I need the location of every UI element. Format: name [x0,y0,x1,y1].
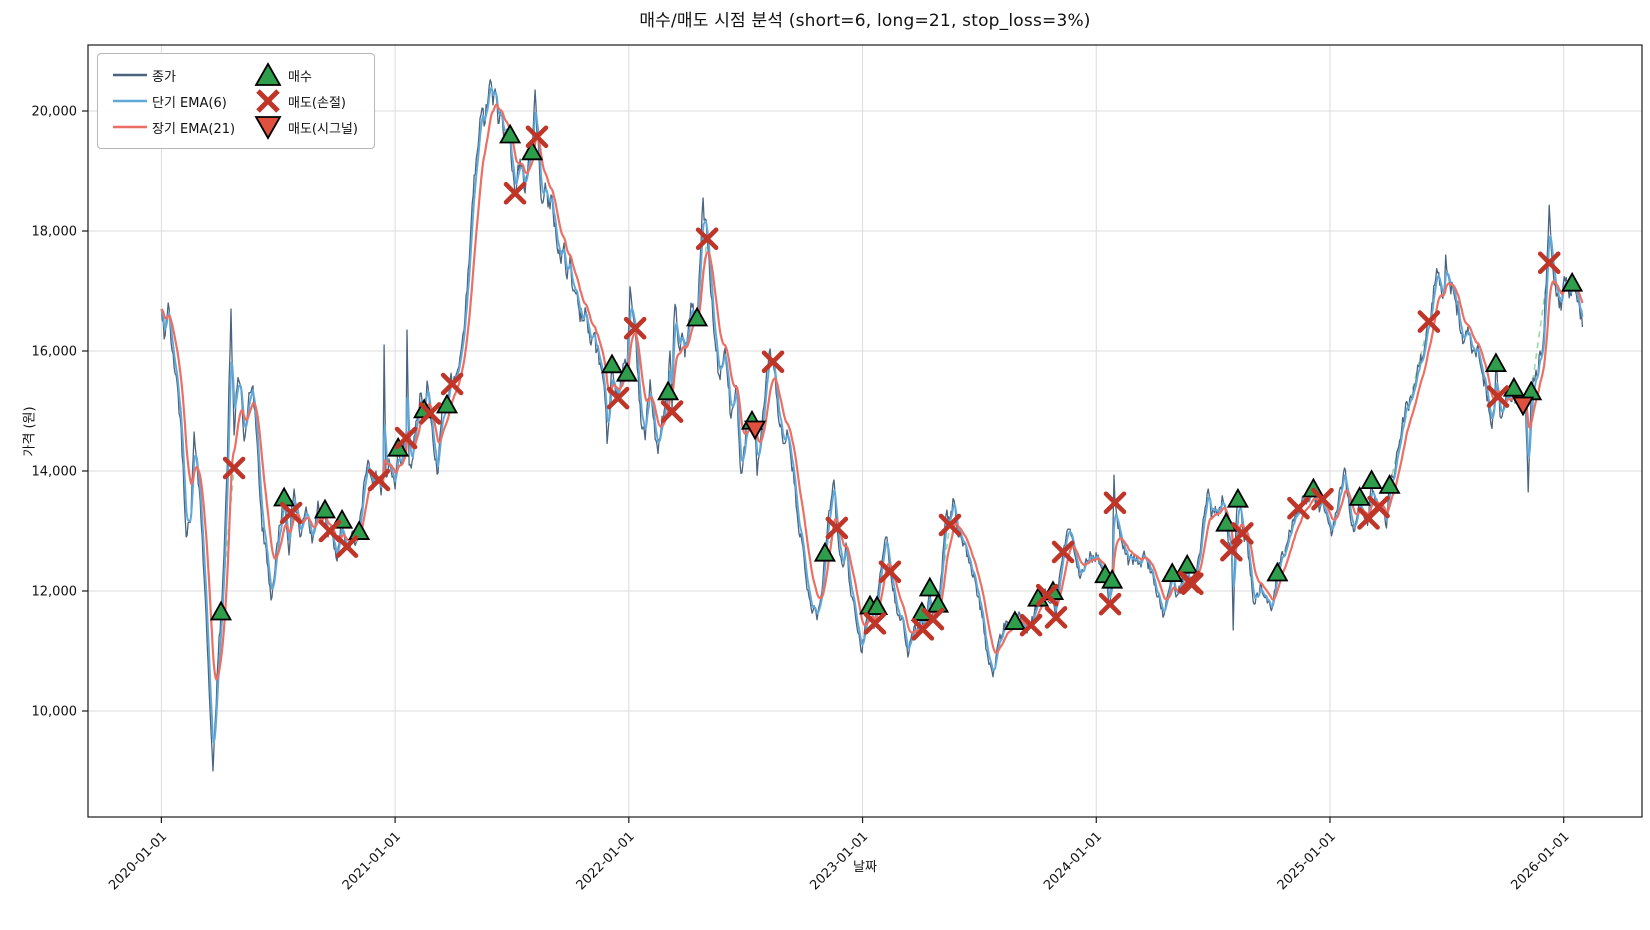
buy-marker [1101,568,1124,589]
legend-label-sell-signal: 매도(시그널) [288,121,358,137]
sell-stop-marker [921,607,945,631]
legend-label-ema-long: 장기 EMA(21) [152,121,236,137]
buy-marker [918,576,941,597]
sell-stop-marker [938,513,962,537]
sell-stop-marker [1417,310,1441,333]
y-tick-label: 20,000 [32,104,78,119]
y-tick-label: 10,000 [32,704,78,719]
sell-stop-marker [394,426,418,450]
sell-signal-marker [1512,396,1535,417]
buy-marker [435,393,459,414]
sell-stop-marker [440,372,464,396]
sell-stop-marker [878,560,902,584]
y-tick-label: 14,000 [32,464,78,479]
sell-stop-marker [1103,491,1127,515]
sell-stop-marker [335,535,359,558]
sell-signal-marker [744,420,767,441]
sell-stop-marker [761,350,785,374]
sell-stop-marker [503,181,527,205]
ema-long-line [160,103,1584,681]
sell-stop-marker [1537,251,1561,275]
buy-marker [313,498,337,519]
sell-stop-marker [1098,592,1122,616]
buy-marker-icon [248,62,288,88]
buy-marker [1378,474,1401,494]
sell-stop-marker [525,125,549,149]
buy-marker [1176,553,1199,574]
sell-stop-marker-icon [248,88,288,114]
sell-stop-marker [1181,572,1204,596]
sell-stop-marker [1311,487,1334,511]
sell-stop-marker [695,227,719,251]
legend-label-buy: 매수 [288,69,312,85]
sell-stop-marker [1367,495,1390,519]
sell-stop-marker [1035,583,1059,607]
sell-stop-marker [1051,540,1075,564]
ema-short-line [160,86,1584,744]
sell-stop-marker [1220,538,1243,562]
sell-stop-marker [623,316,647,340]
sell-stop-marker [1486,385,1510,408]
sell-stop-marker [367,468,391,492]
legend-label-ema-short: 단기 EMA(6) [152,95,227,111]
buy-marker [1003,610,1026,630]
x-axis-label: 날짜 [853,860,877,875]
sell-stop-marker [1287,496,1310,520]
close-price-line [160,79,1584,772]
ema-long-line-swatch [108,114,152,140]
sell-stop-marker [222,456,246,480]
sell-stop-marker [660,400,684,423]
legend-label-sell-stop: 매도(손절) [288,95,346,111]
buy-marker [600,353,624,374]
sell-stop-marker [279,501,303,525]
buy-marker [1215,511,1238,532]
sell-stop-marker [1019,613,1043,637]
y-tick-label: 12,000 [32,584,78,599]
sell-stop-marker [1231,522,1254,545]
buy-marker [499,123,522,144]
chart-title: 매수/매도 시점 분석 (short=6, long=21, stop_loss… [639,11,1091,31]
buy-marker [1561,271,1584,292]
buy-marker [1348,486,1371,506]
buy-marker [813,541,836,562]
buy-marker [686,306,709,327]
buy-marker [657,380,680,401]
sell-stop-marker [1044,606,1068,629]
plot-frame [87,44,1643,818]
buy-marker [1360,469,1383,489]
sell-stop-marker [606,386,630,410]
buy-marker [1484,352,1507,372]
buy-marker [209,600,233,621]
sell-stop-marker [418,402,442,425]
legend: 종가 매수 단기 EMA(6) 매도(손절) 장기 EMA(21) 매도(시그널… [97,53,375,149]
sell-signal-marker-icon [248,114,288,140]
sell-stop-marker [863,612,887,635]
buy-marker [615,361,638,382]
buy-marker [1266,561,1289,582]
y-axis-label: 가격 (원) [22,406,38,457]
sell-stop-marker [825,516,849,540]
y-tick-label: 16,000 [32,344,78,359]
buy-marker [1226,487,1249,508]
buy-marker [521,140,544,161]
ema-short-line-swatch [108,88,152,114]
buy-marker [866,595,889,615]
close-line-swatch [108,62,152,88]
buy-marker [348,520,371,540]
legend-label-close: 종가 [152,69,176,85]
y-tick-label: 18,000 [32,224,78,239]
